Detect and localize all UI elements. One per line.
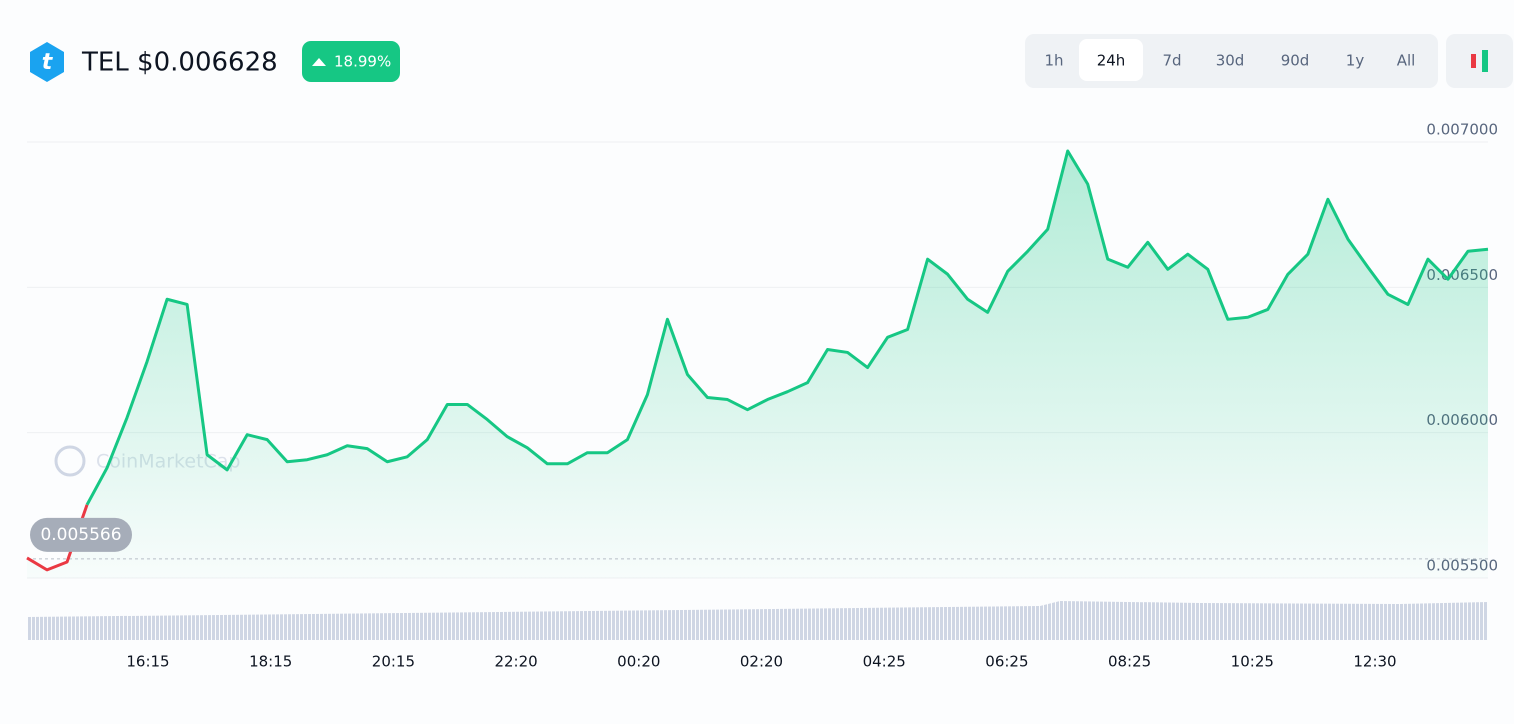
x-tick-label: 12:30 xyxy=(1353,653,1396,671)
range-button[interactable]: 1y xyxy=(1346,52,1365,70)
up-arrow xyxy=(312,58,326,66)
candle-icon xyxy=(1471,54,1476,68)
ticker-price: TEL $0.006628 xyxy=(81,48,278,78)
x-tick-label: 04:25 xyxy=(863,653,906,671)
x-tick-label: 08:25 xyxy=(1108,653,1151,671)
x-tick-label: 22:20 xyxy=(494,653,537,671)
price-line xyxy=(85,149,1489,506)
token-logo xyxy=(30,42,64,82)
change-badge xyxy=(302,41,400,82)
range-button[interactable]: 1h xyxy=(1044,52,1063,70)
x-tick-label: 16:15 xyxy=(126,653,169,671)
logo-glyph: t xyxy=(42,50,54,75)
y-tick-label: 0.007000 xyxy=(1426,121,1498,139)
range-button[interactable]: 30d xyxy=(1216,52,1245,70)
range-button[interactable]: 24h xyxy=(1097,52,1126,70)
reference-pill xyxy=(30,517,132,552)
reference-label: 0.005566 xyxy=(40,525,121,545)
range-button[interactable]: 90d xyxy=(1281,52,1310,70)
volume-backdrop xyxy=(27,601,1488,640)
range-button[interactable]: All xyxy=(1397,52,1416,70)
candle-icon xyxy=(1482,50,1488,72)
x-tick-label: 18:15 xyxy=(249,653,292,671)
x-tick-label: 10:25 xyxy=(1231,653,1274,671)
x-tick-label: 06:25 xyxy=(985,653,1028,671)
chart-type-toggle[interactable] xyxy=(1446,34,1513,88)
price-area xyxy=(27,151,1488,578)
change-text: 18.99% xyxy=(334,53,391,71)
x-tick-label: 00:20 xyxy=(617,653,660,671)
x-tick-label: 02:20 xyxy=(740,653,783,671)
range-button[interactable]: 7d xyxy=(1162,52,1181,70)
selected-tab xyxy=(1079,39,1143,81)
x-tick-label: 20:15 xyxy=(372,653,415,671)
watermark-logo xyxy=(54,445,86,477)
